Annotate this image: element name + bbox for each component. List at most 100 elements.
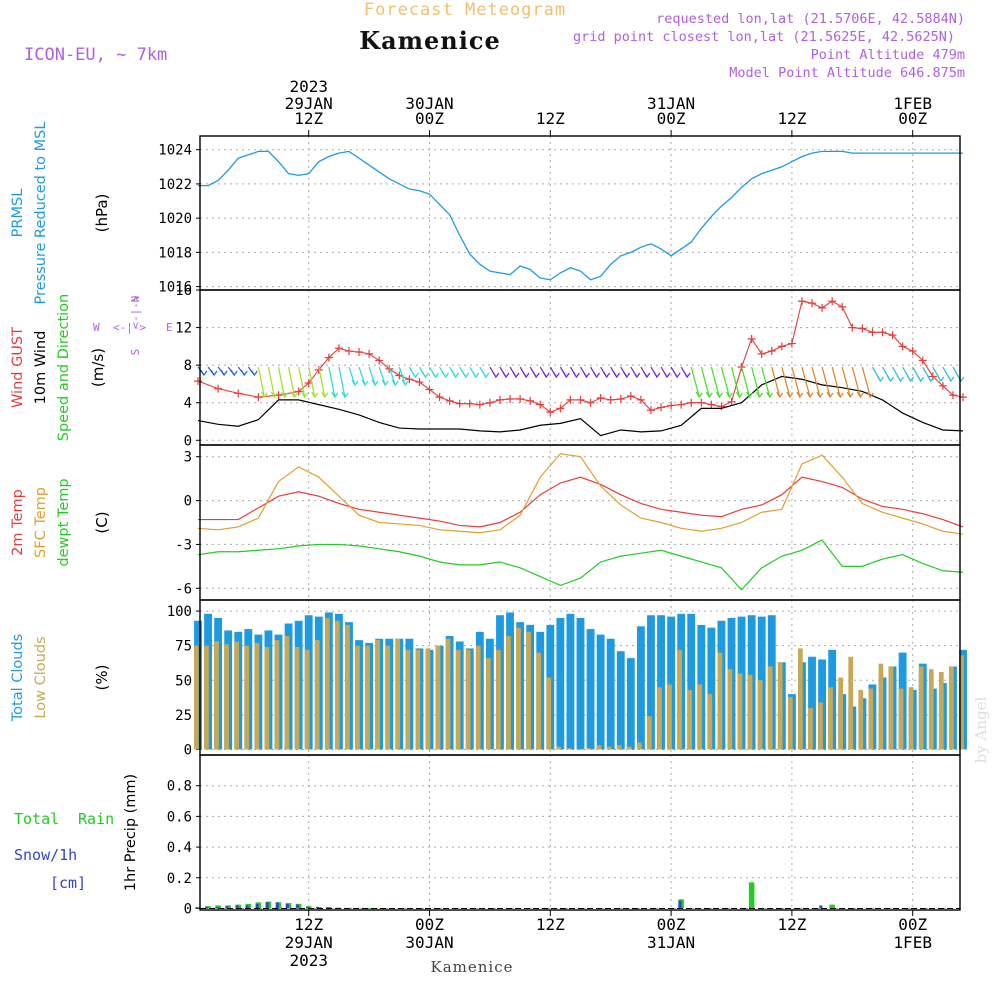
bar-low-clouds: [385, 645, 391, 750]
gust-marker: [818, 303, 827, 312]
gust-marker: [677, 400, 686, 409]
wind-arrow-head: [472, 371, 480, 379]
y-tick-label: 0: [184, 742, 192, 758]
bar-snow: [255, 903, 259, 909]
bar-low-clouds: [294, 647, 300, 750]
gust-marker: [797, 297, 806, 306]
gust-marker: [495, 395, 504, 404]
bottom-hour-label: 12Z: [777, 915, 806, 934]
bar-low-clouds: [828, 687, 833, 750]
wind-dir-arrow: [257, 366, 265, 398]
panel-precip: 0 0.2 0.4 0.6 0.8 1hr Precip (mm): [123, 754, 966, 917]
wind-dir-arrow: [831, 366, 841, 398]
wind-arrow-head: [603, 371, 611, 379]
wind-arrow-head: [897, 375, 905, 383]
bar-low-clouds: [657, 687, 662, 750]
bar-total-precip: [356, 907, 362, 909]
wind-dir-arrow: [811, 366, 821, 398]
bar-low-clouds: [697, 684, 703, 750]
gust-marker: [636, 395, 645, 404]
gust-marker: [616, 394, 625, 403]
y-tick-label: 12: [175, 321, 192, 337]
wind-arrow-head: [572, 371, 580, 379]
bar-low-clouds: [496, 649, 501, 750]
wind-arrow-head: [230, 369, 238, 377]
gust-marker: [707, 400, 716, 409]
wind-arrow-head: [381, 379, 389, 387]
place-title: Kamenice: [359, 26, 501, 55]
wind-arrow-head: [270, 391, 278, 399]
bottom-year-label: 2023: [289, 951, 328, 970]
wind-arrow-head: [836, 391, 844, 399]
brand-title: Forecast Meteogram: [364, 0, 566, 20]
gust-marker: [546, 408, 555, 417]
time-axis: 12Z12Z29JAN29JAN2023202300Z00Z30JAN30JAN…: [285, 77, 932, 970]
bar-low-clouds: [717, 652, 723, 750]
wind-dir-arrow: [720, 366, 731, 398]
y-tick-label: 0: [184, 901, 192, 917]
wind-arrow-head: [613, 371, 621, 379]
gust-marker: [908, 347, 917, 356]
bar-low-clouds: [767, 666, 773, 750]
wind-dir-arrow: [781, 366, 791, 398]
series-dewpt-line: [197, 539, 964, 591]
gust-marker: [425, 385, 434, 394]
gust-marker: [214, 384, 223, 393]
wind-arrow-head: [291, 391, 299, 399]
y-tick-label: -6: [175, 581, 192, 597]
gust-marker: [415, 378, 424, 387]
bar-low-clouds: [727, 669, 733, 750]
bar-snow: [245, 905, 249, 909]
bar-low-clouds: [747, 674, 753, 750]
wind-arrow-head: [947, 375, 955, 383]
wind-dir-arrow: [730, 366, 741, 398]
wind-arrow-head: [512, 371, 520, 379]
wind-arrow-head: [391, 379, 399, 387]
wind-dir-arrow: [378, 366, 386, 386]
wind-dir-arrow: [318, 366, 326, 398]
wind-arrow-head: [321, 391, 329, 399]
wind-arrow-head: [532, 371, 540, 379]
y-tick-label: 16: [175, 283, 192, 299]
bar-low-clouds: [838, 677, 844, 750]
gust-marker: [606, 395, 615, 404]
wind-arrow-head: [492, 371, 500, 379]
wind-arrow-head: [351, 379, 359, 387]
wind-dir-arrow: [791, 366, 801, 398]
bar-total-clouds: [556, 617, 565, 750]
wind-dir-arrow: [277, 366, 286, 398]
wind-arrow-head: [582, 371, 590, 379]
bar-low-clouds: [938, 671, 944, 750]
wind-arrow-head: [786, 391, 794, 399]
wind-arrow-head: [462, 371, 470, 379]
bar-low-clouds: [204, 645, 209, 750]
y-tick-label: 25: [175, 708, 192, 724]
bar-low-clouds: [596, 745, 602, 750]
wind-arrow-head: [361, 379, 369, 387]
wind-arrow-head: [796, 391, 804, 399]
wind-arrow-head: [886, 375, 894, 383]
top-year-label: 2023: [289, 77, 328, 96]
y-axis-unit: (%): [93, 665, 111, 691]
y-tick-label: 1022: [158, 177, 192, 193]
requested-coords: requested lon,lat (21.5706E, 42.5884N): [656, 11, 965, 27]
wind-dir-arrow: [751, 366, 761, 398]
wind-arrow-head: [663, 371, 671, 379]
y-tick-label: 0: [184, 433, 192, 449]
y-tick-label: 0: [184, 494, 192, 510]
gust-marker: [556, 404, 565, 413]
bar-low-clouds: [284, 635, 290, 750]
bar-total-clouds: [707, 627, 716, 750]
bar-low-clouds: [848, 656, 854, 750]
wind-arrow-head: [452, 371, 460, 379]
bar-total-clouds: [667, 616, 676, 750]
wind-arrow-head: [331, 391, 339, 399]
wind-dir-arrow: [771, 366, 781, 398]
wind-arrow-head: [593, 371, 601, 379]
bar-low-clouds: [395, 638, 401, 750]
wind-arrow-head: [250, 369, 258, 377]
gust-marker: [355, 348, 364, 356]
bar-low-clouds: [415, 649, 421, 750]
bar-low-clouds: [194, 645, 199, 750]
bar-low-clouds: [777, 662, 783, 750]
